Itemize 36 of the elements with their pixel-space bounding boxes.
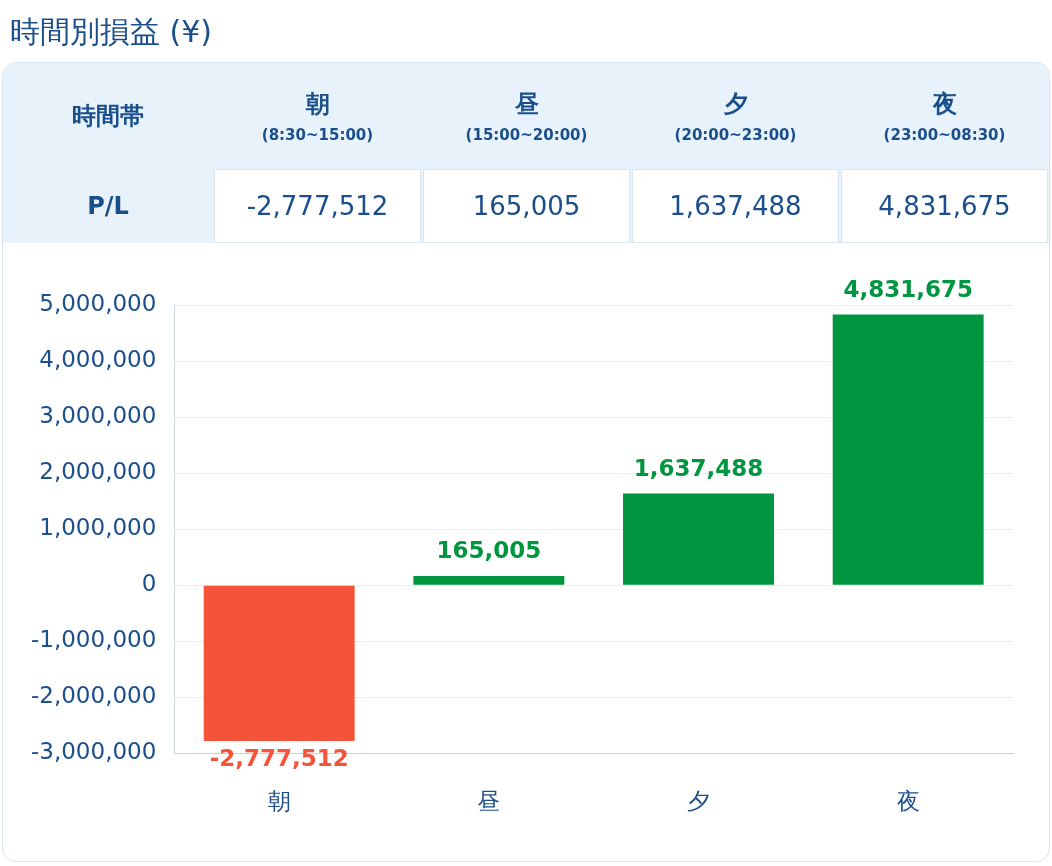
y-tick-label: 4,000,000 bbox=[39, 346, 157, 373]
y-tick-label: -1,000,000 bbox=[31, 626, 157, 653]
text: 165,005 bbox=[436, 537, 542, 564]
bar bbox=[203, 585, 355, 741]
bar bbox=[413, 576, 565, 585]
data-label: 165,005 bbox=[423, 169, 630, 243]
data-label: -2,777,512 bbox=[214, 169, 421, 243]
bar bbox=[623, 493, 774, 585]
category-label: 夜 bbox=[932, 90, 957, 118]
text: (23:00~08:30) bbox=[883, 126, 1006, 144]
text: (8:30~15:00) bbox=[261, 126, 374, 144]
y-tick-label: 5,000,000 bbox=[39, 289, 157, 316]
chart-title: 時間別損益 (¥) bbox=[10, 13, 213, 51]
y-tick-label: 1,000,000 bbox=[39, 514, 157, 541]
y-tick-label: 0 bbox=[141, 570, 157, 597]
category-label: 昼 bbox=[514, 90, 539, 118]
data-label: 4,831,675 bbox=[841, 169, 1048, 243]
x-tick-label: 夕 bbox=[687, 788, 711, 815]
bar bbox=[832, 314, 984, 585]
y-tick-label: 3,000,000 bbox=[39, 402, 157, 429]
text: (15:00~20:00) bbox=[465, 126, 588, 144]
text: 時間帯 bbox=[71, 101, 145, 132]
data-label: 1,637,488 bbox=[632, 169, 839, 243]
text: 1,637,488 bbox=[633, 454, 764, 481]
text: 4,831,675 bbox=[843, 275, 973, 302]
y-tick-label: 2,000,000 bbox=[39, 458, 157, 485]
x-tick-label: 夜 bbox=[896, 788, 920, 815]
text: -2,777,512 bbox=[209, 745, 349, 772]
category-label: 夕 bbox=[723, 90, 748, 118]
category-label: 朝 bbox=[305, 90, 330, 118]
y-tick-label: -3,000,000 bbox=[31, 738, 157, 765]
text: P/L bbox=[86, 191, 130, 222]
text: (20:00~23:00) bbox=[674, 126, 797, 144]
y-tick-label: -2,000,000 bbox=[31, 682, 157, 709]
x-tick-label: 朝 bbox=[267, 788, 291, 815]
x-tick-label: 昼 bbox=[477, 788, 501, 815]
